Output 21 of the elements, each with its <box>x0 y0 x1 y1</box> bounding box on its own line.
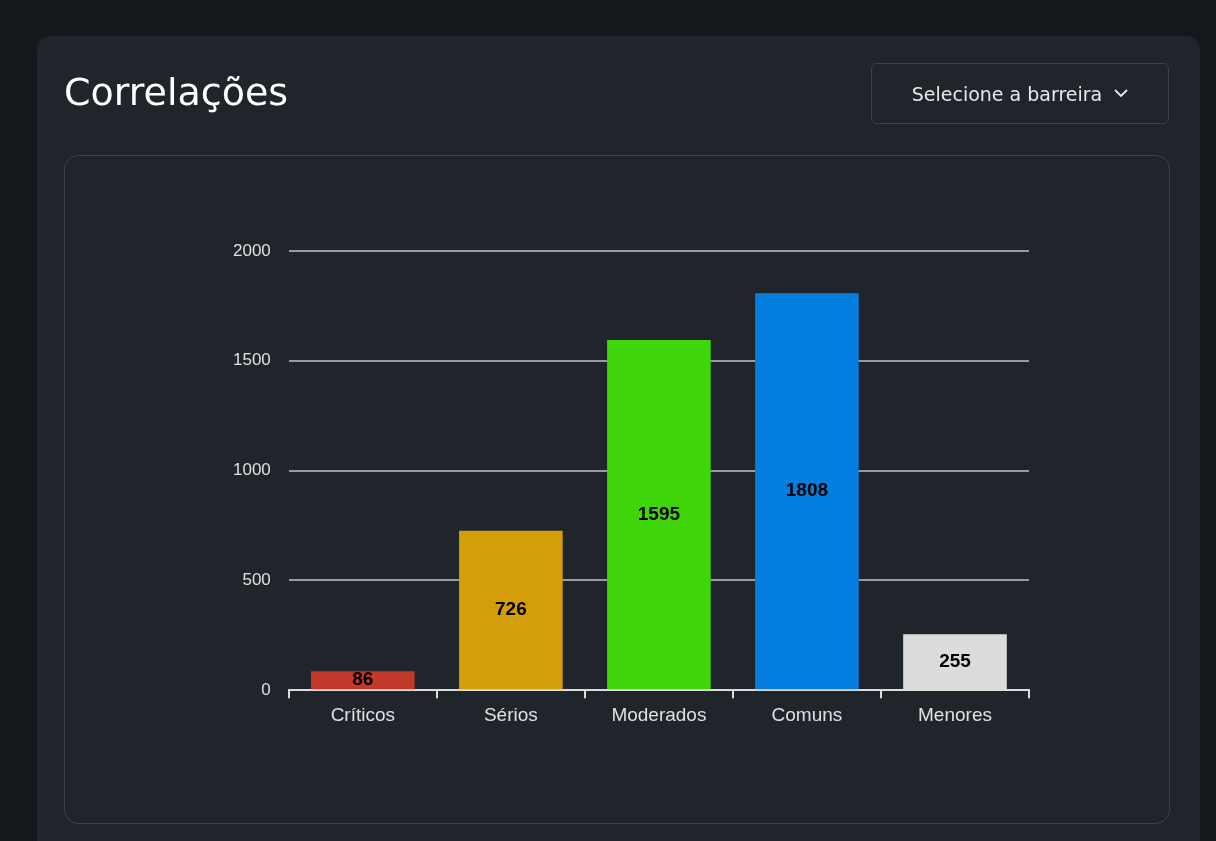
x-tick-label: Menores <box>918 703 992 725</box>
bar <box>755 293 859 690</box>
data-label: 255 <box>939 649 972 671</box>
bar <box>607 339 711 690</box>
chart-title: Correlações <box>64 70 289 114</box>
y-tick-label: 500 <box>242 570 271 590</box>
text: Selecione a barreira <box>911 82 1103 105</box>
y-tick-label: 1500 <box>232 350 271 370</box>
x-tick-label: Críticos <box>330 703 396 725</box>
x-tick-label: Comuns <box>771 703 843 725</box>
y-tick-label: 2000 <box>232 240 271 260</box>
x-tick-label: Sérios <box>483 703 538 725</box>
x-tick-label: Moderados <box>611 703 707 725</box>
y-tick-label: 1000 <box>232 460 271 480</box>
data-label: 86 <box>352 668 374 690</box>
bar <box>459 530 563 690</box>
data-label: 1808 <box>785 479 829 501</box>
data-label: 1595 <box>637 502 681 524</box>
y-tick-label: 0 <box>261 679 271 699</box>
bar <box>311 671 415 690</box>
data-label: 726 <box>495 598 527 620</box>
